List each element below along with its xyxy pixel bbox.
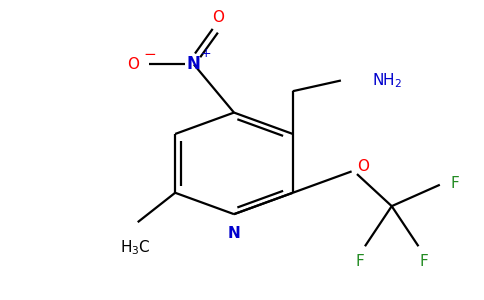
Text: F: F [420, 254, 428, 269]
Text: N: N [227, 226, 241, 241]
Text: O: O [357, 158, 369, 173]
Text: H$_3$C: H$_3$C [120, 238, 151, 257]
Text: O: O [127, 57, 139, 72]
Text: F: F [451, 176, 459, 191]
Text: N: N [187, 56, 201, 74]
Text: F: F [355, 254, 364, 269]
Text: NH$_2$: NH$_2$ [372, 71, 402, 90]
Text: O: O [212, 10, 224, 25]
Text: +: + [200, 47, 211, 60]
Text: −: − [143, 47, 156, 62]
